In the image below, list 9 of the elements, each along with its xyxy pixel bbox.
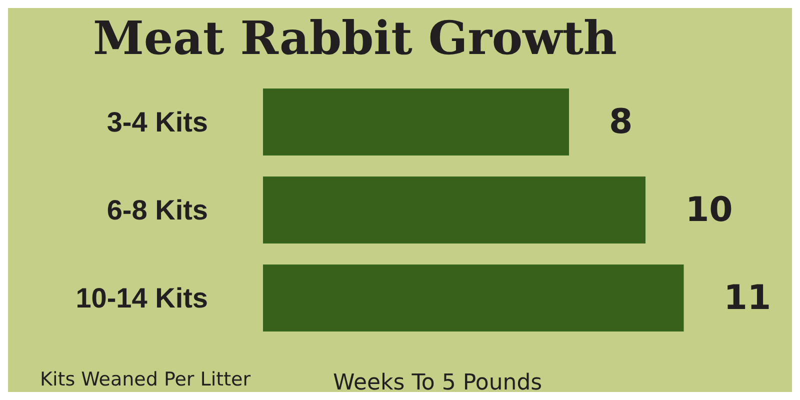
- data-label: 8: [609, 102, 633, 142]
- y-tick-label: 6-8 Kits: [106, 194, 208, 226]
- data-label: 10: [686, 190, 733, 230]
- data-label: 11: [724, 278, 772, 318]
- y-tick-label: 3-4 Kits: [106, 106, 208, 138]
- y-tick-label: 10-14 Kits: [76, 282, 208, 314]
- y-axis-title: Kits Weaned Per Litter: [40, 368, 251, 390]
- x-axis-title: Weeks To 5 Pounds: [333, 370, 542, 396]
- chart-title: Meat Rabbit Growth: [93, 11, 617, 65]
